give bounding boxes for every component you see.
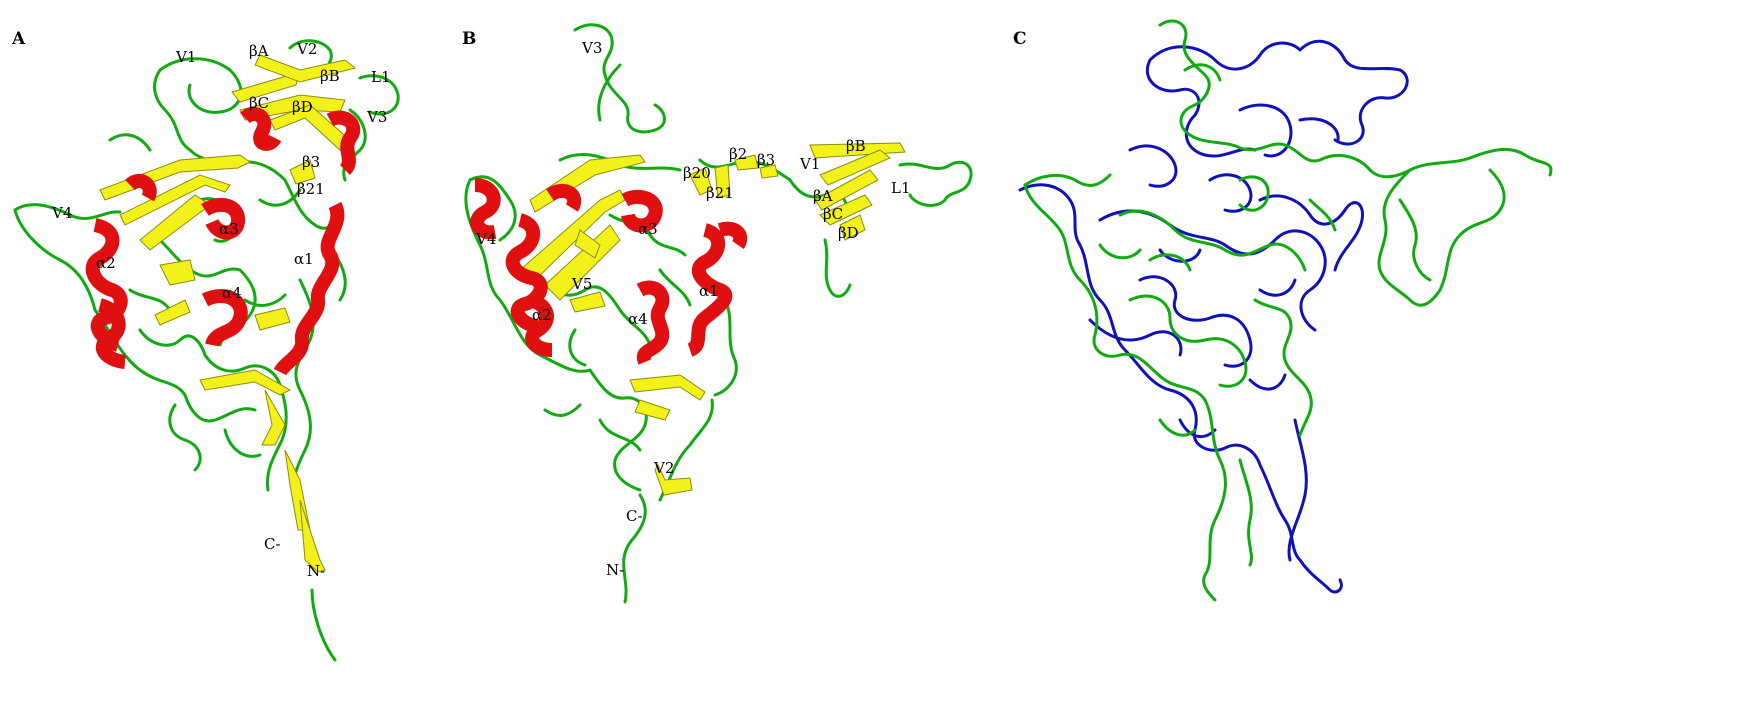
panel-a-label-beta-c: βC [249, 94, 269, 112]
panel-b: B [462, 23, 973, 604]
panel-a-helices [85, 107, 361, 376]
panel-b-strands [519, 142, 906, 496]
panel-b-label-beta-d: βD [838, 224, 859, 242]
panel-b-label-alpha2: α2 [532, 306, 552, 324]
panel-b-label-alpha3: α3 [638, 220, 658, 238]
panel-a-strands [99, 54, 357, 573]
panel-b-label-beta3: β3 [757, 151, 775, 169]
panel-b-label-beta21: β21 [706, 184, 734, 202]
panel-a-label-beta3: β3 [302, 153, 320, 171]
panel-b-letter: B [462, 29, 476, 49]
panel-b-helices [470, 178, 748, 365]
panel-a-coil [13, 39, 400, 662]
panel-c-letter: C [1013, 29, 1027, 49]
panel-b-label-alpha4: α4 [628, 310, 648, 328]
panel-c-blue-trace [1018, 39, 1409, 594]
panel-b-label-beta-a: βA [813, 187, 833, 205]
panel-a-label-v2: V2 [296, 40, 317, 58]
panel-a-label-n-term: N- [307, 562, 325, 580]
panel-a-label-alpha1: α1 [294, 250, 314, 268]
panel-b-label-n-term: N- [606, 561, 624, 579]
panel-a-label-alpha3: α3 [219, 220, 239, 238]
panel-a-label-alpha4: α4 [222, 284, 242, 302]
panel-c: C [1013, 19, 1553, 602]
panel-a-label-beta-b: βB [320, 67, 340, 85]
panel-a-label-beta-d: βD [292, 98, 313, 116]
panel-b-label-beta20: β20 [683, 164, 711, 182]
panel-a: A [11, 29, 400, 662]
panel-a-label-c-term: C- [264, 535, 281, 553]
panel-b-label-beta2: β2 [729, 145, 747, 163]
panel-a-label-alpha2: α2 [96, 254, 116, 272]
panel-b-label-beta-b: βB [846, 137, 866, 155]
panel-b-label-l1: L1 [891, 179, 911, 197]
panel-b-label-v5: V5 [571, 275, 592, 293]
panel-a-letter: A [11, 29, 26, 49]
panel-b-label-beta-c: βC [823, 205, 843, 223]
panel-c-green-trace [1023, 19, 1553, 602]
panel-b-label-alpha1: α1 [699, 282, 719, 300]
panel-a-label-beta21: β21 [297, 180, 325, 198]
panel-b-label-v4: V4 [475, 230, 496, 248]
panel-a-label-v1: V1 [175, 48, 196, 66]
panel-b-label-c-term: C- [626, 507, 643, 525]
panel-a-label-beta-a: βA [249, 42, 269, 60]
panel-a-label-l1: L1 [371, 68, 391, 86]
panel-b-label-v1: V1 [799, 155, 820, 173]
panel-a-label-v4: V4 [51, 204, 72, 222]
panel-b-label-v3: V3 [581, 39, 602, 57]
panel-b-label-v2: V2 [653, 459, 674, 477]
panel-a-label-v3: V3 [366, 108, 387, 126]
